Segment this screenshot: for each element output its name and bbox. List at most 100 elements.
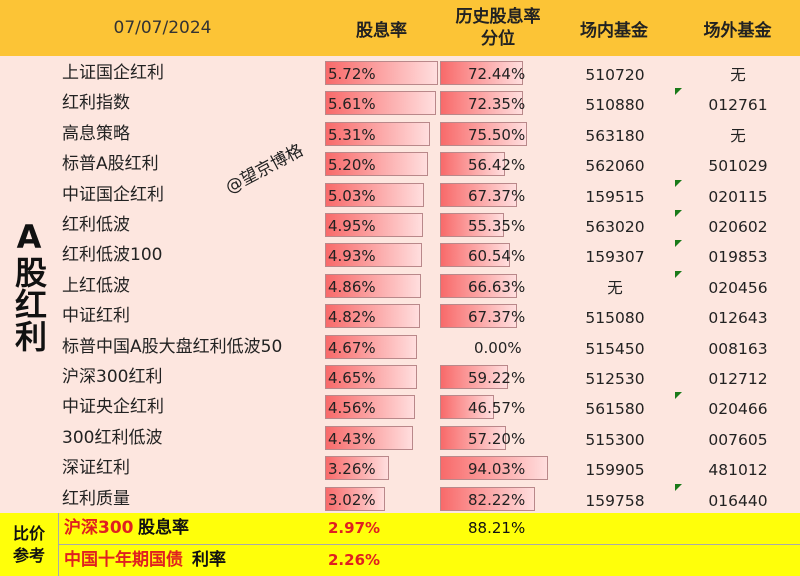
index-name: 红利低波100 [62, 245, 163, 266]
cell-comment-marker [675, 392, 682, 400]
table-row: 沪深300红利 4.65% 59.22% 512530 012712 [58, 362, 800, 392]
index-name: 深证红利 [62, 458, 130, 479]
yield-value: 5.03% [328, 186, 376, 205]
percentile-bar [440, 121, 527, 146]
yield-value: 4.56% [328, 399, 376, 418]
onmarket-fund-code: 512530 [585, 370, 645, 388]
onmarket-fund-header: 场内基金 [580, 20, 648, 41]
footer-row1-suffix: 股息率 [138, 518, 189, 538]
yield-bar [325, 304, 421, 329]
index-name: 标普A股红利 [62, 154, 159, 175]
percentile-bar [440, 152, 505, 177]
onmarket-fund-code: 562060 [585, 157, 645, 176]
index-name: 沪深300红利 [62, 367, 163, 387]
footer-label-line1: 比价 [12, 523, 45, 543]
offmarket-fund-code: 019853 [708, 248, 768, 267]
table-header: 07/07/2024 股息率 历史股息率 分位 场内基金 场外基金 [0, 0, 800, 57]
yield-bar [325, 182, 425, 207]
onmarket-fund-code: 159905 [585, 461, 645, 480]
yield-bar [325, 121, 430, 146]
table-row: 中证红利 4.82% 67.37% 515080 012643 [58, 301, 800, 331]
yield-bar [325, 456, 390, 481]
yield-bar [325, 213, 423, 237]
percentile-value: 56.42% [468, 156, 526, 175]
index-name: 中证国企红利 [62, 184, 164, 205]
onmarket-fund-code: 515300 [585, 430, 645, 449]
onmarket-fund-code: 515450 [585, 339, 645, 358]
onmarket-fund-code: 无 [607, 278, 623, 297]
yield-value: 4.67% [328, 338, 376, 357]
footer-row1-percentile: 88.21% [468, 519, 526, 537]
onmarket-fund-code: 159307 [585, 248, 645, 267]
cell-comment-marker [675, 483, 682, 491]
table-row: 上红低波 4.86% 66.63% 无 020456 [58, 270, 800, 301]
percentile-value: 75.50% [468, 125, 526, 144]
percentile-value: 57.20% [468, 429, 526, 448]
yield-value: 5.61% [328, 95, 376, 114]
percentile-bar [440, 425, 506, 450]
yield-bar [325, 152, 428, 177]
table-row: 红利指数 5.61% 72.35% 510880 012761 [58, 88, 800, 118]
cell-comment-marker [675, 179, 682, 187]
yield-bar [325, 395, 416, 420]
yield-bar [325, 61, 438, 85]
index-name: 上红低波 [62, 275, 130, 296]
footer-row1-name: 沪深300 [64, 518, 134, 538]
table-row: 标普中国A股大盘红利低波50 4.67% 0.00% 515450 008163 [58, 332, 800, 362]
footer-row2-suffix: 利率 [192, 550, 226, 570]
percentile-value: 94.03% [468, 460, 526, 479]
index-name: 高息策略 [62, 123, 130, 144]
offmarket-fund-code: 012761 [708, 96, 768, 115]
yield-bar [325, 425, 413, 450]
percentile-bar [440, 243, 510, 268]
index-name: 红利低波 [62, 215, 130, 235]
yield-value: 4.93% [328, 247, 376, 266]
table-row: 中证央企红利 4.56% 46.57% 561580 020466 [58, 392, 800, 422]
percentile-bar [440, 456, 549, 481]
index-name: 中证红利 [62, 306, 130, 327]
footer-row2-yield: 2.26% [328, 551, 381, 569]
cell-comment-marker [675, 240, 682, 248]
table-row: 上证国企红利 5.72% 72.44% 510720 无 [58, 58, 800, 88]
yield-bar [325, 486, 385, 511]
percentile-value: 59.22% [468, 369, 526, 387]
footer-row-hs300: 沪深300 股息率 2.97% 88.21% [0, 513, 800, 544]
cell-comment-marker [675, 88, 682, 96]
onmarket-fund-code: 515080 [585, 309, 645, 328]
onmarket-fund-code: 563180 [585, 126, 645, 145]
offmarket-fund-header: 场外基金 [703, 20, 772, 41]
category-label: A股红利 [0, 56, 58, 513]
table-row: 标普A股红利 5.20% 56.42% 562060 501029 [58, 149, 800, 179]
percentile-value: 67.37% [468, 186, 526, 205]
index-name: 上证国企红利 [62, 63, 164, 83]
offmarket-fund-code: 481012 [708, 461, 768, 480]
percentile-value: 67.37% [468, 308, 526, 327]
offmarket-fund-code: 020466 [708, 400, 768, 419]
table-row: 红利质量 3.02% 82.22% 159758 016440 [58, 483, 800, 514]
offmarket-fund-code: 020456 [708, 278, 768, 297]
percentile-value: 0.00% [474, 338, 522, 357]
yield-bar [325, 243, 423, 268]
yield-column-header: 股息率 [356, 20, 407, 41]
onmarket-fund-code: 510720 [585, 66, 645, 84]
footer-row2-name: 中国十年期国债 [64, 550, 183, 570]
percentile-value: 46.57% [468, 399, 526, 418]
yield-bar [325, 365, 417, 389]
percentile-value: 60.54% [468, 247, 526, 266]
offmarket-fund-code: 012643 [708, 309, 768, 328]
footer-divider [58, 544, 800, 545]
onmarket-fund-code: 561580 [585, 400, 645, 419]
offmarket-fund-code: 007605 [708, 430, 768, 449]
table-row: 深证红利 3.26% 94.03% 159905 481012 [58, 453, 800, 483]
offmarket-fund-code: 020602 [708, 218, 768, 236]
offmarket-fund-code: 无 [730, 66, 746, 84]
percentile-bar [440, 395, 494, 420]
yield-value: 4.65% [328, 369, 376, 387]
percentile-header-line1: 历史股息率 [455, 7, 541, 27]
cell-comment-marker [675, 210, 682, 217]
yield-value: 3.26% [328, 460, 376, 479]
footer-vertical-divider [58, 513, 59, 576]
yield-bar [325, 334, 418, 359]
table-row: 300红利低波 4.43% 57.20% 515300 007605 [58, 423, 800, 453]
